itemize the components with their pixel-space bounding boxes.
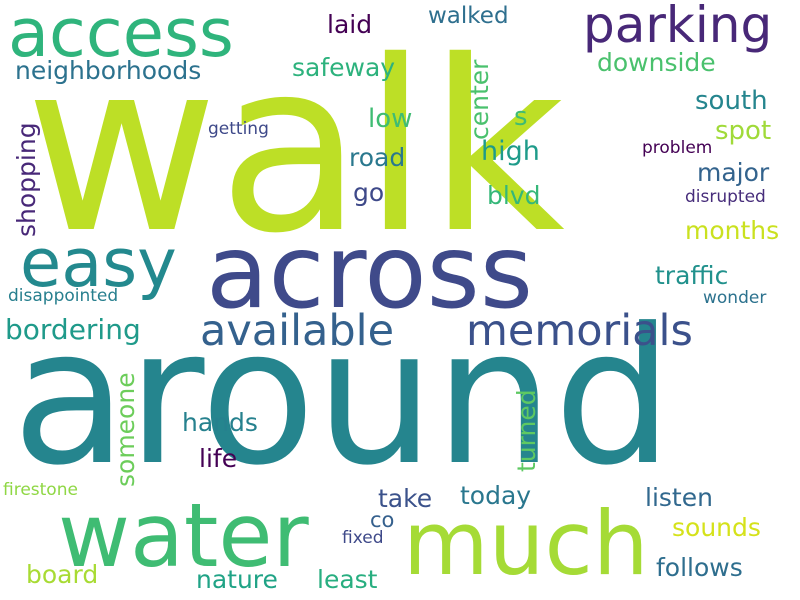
word-fixed: fixed (342, 528, 384, 548)
word-spot: spot (715, 116, 772, 146)
word-someone: someone (111, 372, 140, 487)
word-around: around (12, 288, 674, 507)
word-problem: problem (642, 138, 713, 158)
word-bordering: bordering (5, 313, 141, 346)
word-parking: parking (583, 0, 773, 54)
word-high: high (481, 136, 540, 167)
word-least: least (317, 565, 378, 594)
word-turned: turned (512, 389, 541, 472)
word-disrupted: disrupted (685, 187, 766, 207)
word-much: much (403, 492, 649, 595)
word-go: go (353, 178, 385, 207)
word-listen: listen (645, 483, 713, 512)
word-hands: hands (182, 408, 258, 437)
word-downside: downside (597, 48, 716, 77)
word-memorials: memorials (466, 306, 693, 356)
word-follows: follows (656, 553, 743, 582)
word-getting: getting (208, 119, 269, 139)
word-life: life (199, 444, 238, 473)
word-wonder: wonder (703, 288, 767, 308)
word-s: s (514, 102, 528, 132)
word-firestone: firestone (3, 480, 78, 500)
word-walked: walked (428, 3, 509, 29)
word-shopping: shopping (12, 122, 41, 237)
word-co: co (370, 508, 395, 532)
word-sounds: sounds (672, 513, 761, 542)
word-take: take (378, 484, 433, 513)
word-access: access (8, 0, 234, 72)
word-south: south (695, 86, 768, 116)
word-nature: nature (196, 565, 278, 594)
word-board: board (26, 560, 99, 589)
word-road: road (349, 143, 406, 172)
word-disappointed: disappointed (8, 286, 119, 306)
word-walk: walk (25, 10, 565, 285)
word-major: major (697, 158, 770, 187)
word-safeway: safeway (292, 53, 396, 82)
word-blvd: blvd (487, 181, 541, 210)
word-today: today (460, 481, 532, 510)
word-laid: laid (327, 10, 373, 39)
word-center: center (465, 59, 494, 140)
word-low: low (368, 104, 413, 134)
word-neighborhoods: neighborhoods (15, 56, 202, 85)
word-across: across (206, 213, 533, 332)
word-water: water (58, 484, 309, 587)
word-easy: easy (20, 224, 177, 302)
word-traffic: traffic (655, 261, 729, 290)
word-months: months (685, 216, 780, 245)
word-available: available (200, 306, 395, 356)
